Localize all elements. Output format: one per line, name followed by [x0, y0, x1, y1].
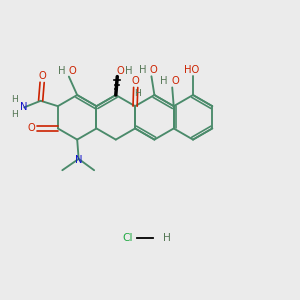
Text: O: O: [117, 66, 125, 76]
Text: O: O: [150, 65, 158, 75]
Text: H: H: [125, 66, 132, 76]
Text: H: H: [11, 94, 18, 103]
Text: H: H: [58, 66, 65, 76]
Text: H: H: [11, 110, 18, 119]
Text: H: H: [134, 89, 141, 98]
Text: H: H: [163, 233, 171, 243]
Text: H: H: [140, 65, 147, 75]
Text: O: O: [171, 76, 179, 86]
Text: N: N: [75, 155, 82, 165]
Text: H: H: [160, 76, 168, 86]
Text: O: O: [27, 124, 35, 134]
Text: O: O: [38, 71, 46, 81]
Text: HO: HO: [184, 65, 199, 75]
Text: O: O: [132, 76, 140, 86]
Text: Cl: Cl: [122, 233, 133, 243]
Text: N: N: [20, 102, 27, 112]
Text: O: O: [68, 66, 76, 76]
